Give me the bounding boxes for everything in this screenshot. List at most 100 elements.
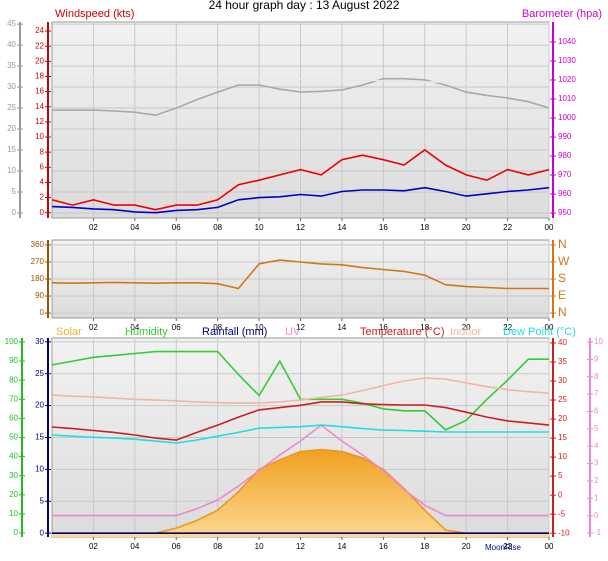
x-tick-label: 00	[545, 323, 554, 332]
y-tick-label: E	[558, 288, 566, 302]
series-line	[51, 259, 549, 290]
y-tick-label: 10	[594, 337, 603, 346]
x-tick-label: 16	[379, 223, 388, 232]
series-line	[52, 77, 550, 117]
y-tick-label: 0	[594, 511, 599, 520]
y-tick-label: 80	[9, 375, 18, 384]
y-tick-label: 10	[35, 465, 44, 474]
x-tick-label: 20	[462, 542, 471, 551]
y-tick-label: 25	[558, 395, 567, 404]
x-tick-label: 18	[420, 323, 429, 332]
y-tick-label: 45	[7, 19, 16, 28]
x-tick-label: 12	[296, 223, 305, 232]
y-tick-label: 1030	[558, 56, 576, 65]
y-tick-label: 5	[594, 424, 599, 433]
legend-label: Indoor	[450, 326, 482, 338]
y-tick-label: 15	[7, 145, 16, 154]
y-tick-label: 22	[35, 41, 44, 50]
y-tick-label: 24	[35, 26, 44, 35]
y-tick-label: 8	[40, 147, 45, 156]
y-tick-label: 20	[35, 56, 44, 65]
y-tick-label: 25	[7, 103, 16, 112]
y-tick-label: 15	[558, 433, 567, 442]
axis-label: Windspeed (kts)	[55, 8, 134, 20]
legend-label: Solar	[56, 326, 82, 338]
y-tick-label: 40	[9, 452, 18, 461]
x-tick-label: 10	[255, 223, 264, 232]
y-tick-label: 70	[9, 394, 18, 403]
x-tick-label: 04	[130, 323, 139, 332]
y-tick-label: 4	[40, 178, 45, 187]
y-tick-label: 0	[40, 308, 45, 317]
x-tick-label: 22	[503, 323, 512, 332]
series-line	[51, 401, 550, 441]
axis-label: Barometer (hpa)	[522, 8, 602, 20]
x-tick-label: 00	[545, 542, 554, 551]
y-tick-label: 990	[558, 132, 572, 141]
legend-label: Temperature (°C)	[360, 326, 444, 338]
y-tick-label: 90	[35, 291, 44, 300]
y-tick-label: 9	[594, 354, 599, 363]
x-tick-label: 12	[296, 542, 305, 551]
y-tick-label: 1	[594, 493, 599, 502]
y-tick-label: 20	[35, 401, 44, 410]
x-tick-label: 08	[213, 542, 222, 551]
y-tick-label: 15	[35, 433, 44, 442]
x-tick-label: 08	[213, 223, 222, 232]
y-tick-label: 0	[40, 208, 45, 217]
x-tick-label: 06	[172, 542, 181, 551]
y-tick-label: 25	[35, 369, 44, 378]
y-tick-label: 970	[558, 170, 572, 179]
legend-label: UV	[285, 326, 301, 338]
x-tick-label: 02	[89, 542, 98, 551]
y-tick-label: 20	[7, 124, 16, 133]
y-tick-label: 1040	[558, 37, 576, 46]
x-tick-label: 16	[379, 323, 388, 332]
x-tick-label: 08	[213, 323, 222, 332]
y-tick-label: 5	[40, 496, 45, 505]
y-tick-label: 360	[31, 240, 45, 249]
x-tick-label: 04	[130, 542, 139, 551]
annotation: MoonRise	[485, 543, 522, 552]
legend-label: Dew Point (°C)	[503, 326, 576, 338]
y-tick-label: -5	[558, 509, 566, 518]
y-tick-label: 5	[12, 187, 17, 196]
y-tick-label: 1000	[558, 113, 576, 122]
x-tick-label: 22	[503, 542, 512, 551]
y-tick-label: 0	[12, 208, 17, 217]
y-tick-label: 10	[558, 452, 567, 461]
y-tick-label: 10	[7, 166, 16, 175]
series-line	[52, 424, 549, 517]
x-tick-label: 20	[462, 323, 471, 332]
y-tick-label: 960	[558, 189, 572, 198]
x-tick-label: 00	[545, 223, 554, 232]
x-tick-label: 10	[255, 323, 264, 332]
x-tick-label: 06	[172, 323, 181, 332]
y-tick-label: 4	[594, 441, 599, 450]
y-tick-label: 10	[35, 132, 44, 141]
y-tick-label: W	[558, 254, 570, 268]
series-line	[51, 186, 550, 214]
y-tick-label: 90	[9, 356, 18, 365]
y-tick-label: 50	[9, 433, 18, 442]
y-tick-label: 40	[558, 338, 567, 347]
y-tick-label: 30	[7, 82, 16, 91]
x-tick-label: 18	[420, 223, 429, 232]
x-tick-label: 06	[172, 223, 181, 232]
y-tick-label: 20	[9, 490, 18, 499]
x-tick-label: 02	[89, 323, 98, 332]
y-tick-label: 12	[35, 117, 44, 126]
y-tick-label: 40	[7, 40, 16, 49]
y-tick-label: 35	[7, 61, 16, 70]
y-tick-label: 100	[5, 337, 19, 346]
legend-label: Rainfall (mm)	[202, 326, 267, 338]
x-tick-label: 18	[420, 542, 429, 551]
y-tick-label: 6	[594, 407, 599, 416]
y-tick-label: 0	[558, 490, 563, 499]
y-tick-label: 10	[9, 509, 18, 518]
y-tick-label: 18	[35, 72, 44, 81]
x-tick-label: 02	[89, 223, 98, 232]
x-tick-label: 10	[255, 542, 264, 551]
